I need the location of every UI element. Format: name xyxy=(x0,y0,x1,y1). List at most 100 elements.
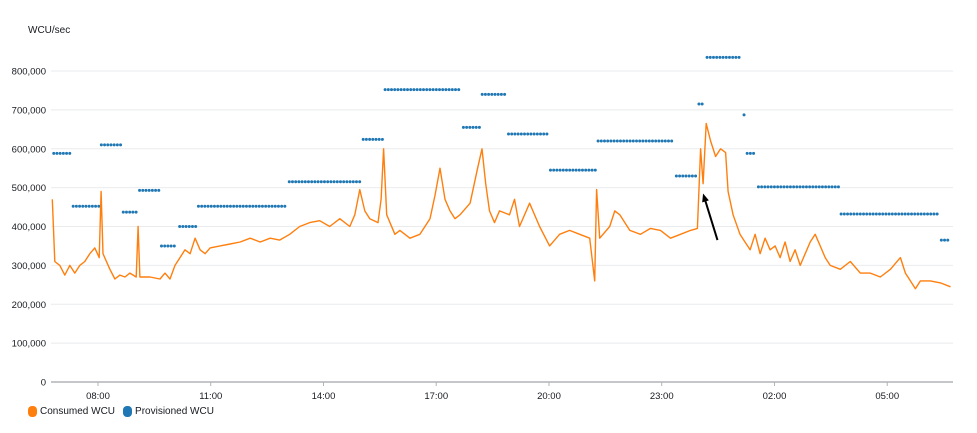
legend-label-provisioned: Provisioned WCU xyxy=(135,406,214,417)
provisioned-point xyxy=(52,151,56,155)
x-tick-label: 20:00 xyxy=(537,391,561,402)
provisioned-point xyxy=(425,88,429,92)
provisioned-point xyxy=(235,204,239,208)
arrow-head-icon xyxy=(702,193,709,203)
provisioned-point xyxy=(922,212,926,216)
provisioned-point xyxy=(206,204,210,208)
provisioned-point xyxy=(109,143,113,147)
provisioned-point xyxy=(564,168,568,172)
provisioned-point xyxy=(68,151,72,155)
provisioned-point xyxy=(926,212,930,216)
provisioned-point xyxy=(824,185,828,189)
x-tick-label: 17:00 xyxy=(424,391,448,402)
provisioned-point xyxy=(99,143,103,147)
provisioned-point xyxy=(615,139,619,143)
provisioned-point xyxy=(238,204,242,208)
provisioned-point xyxy=(711,55,715,59)
provisioned-point xyxy=(545,132,549,136)
provisioned-point xyxy=(734,55,738,59)
provisioned-point xyxy=(94,204,98,208)
provisioned-point xyxy=(499,92,503,96)
provisioned-point xyxy=(131,210,135,214)
provisioned-point xyxy=(368,137,372,141)
provisioned-point xyxy=(354,180,358,184)
legend-item-provisioned[interactable]: Provisioned WCU xyxy=(123,406,214,417)
provisioned-point xyxy=(225,204,229,208)
provisioned-point xyxy=(503,92,507,96)
legend-item-consumed[interactable]: Consumed WCU xyxy=(28,406,115,417)
provisioned-point xyxy=(194,225,198,228)
provisioned-point xyxy=(471,125,475,129)
provisioned-point xyxy=(61,151,65,155)
provisioned-point xyxy=(90,204,94,208)
provisioned-point xyxy=(519,132,523,136)
provisioned-point xyxy=(715,55,719,59)
provisioned-point xyxy=(871,212,875,216)
provisioned-point xyxy=(351,180,355,184)
provisioned-point xyxy=(184,225,188,228)
consumed-series xyxy=(51,122,951,290)
provisioned-point xyxy=(539,132,543,136)
provisioned-point xyxy=(97,204,101,208)
provisioned-point xyxy=(431,88,435,92)
provisioned-point xyxy=(106,143,110,147)
provisioned-point xyxy=(248,204,252,208)
provisioned-point xyxy=(166,244,170,248)
provisioned-point xyxy=(737,55,741,59)
provisioned-point xyxy=(641,139,645,143)
provisioned-point xyxy=(862,212,866,216)
provisioned-point xyxy=(827,185,831,189)
provisioned-point xyxy=(412,88,416,92)
provisioned-point xyxy=(294,180,298,184)
provisioned-point xyxy=(752,151,756,155)
provisioned-point xyxy=(830,185,834,189)
provisioned-point xyxy=(219,204,223,208)
provisioned-point xyxy=(244,204,248,208)
provisioned-point xyxy=(798,185,802,189)
provisioned-point xyxy=(290,180,294,184)
provisioned-point xyxy=(855,212,859,216)
provisioned-point xyxy=(839,212,843,216)
provisioned-point xyxy=(785,185,789,189)
provisioned-point xyxy=(84,204,88,208)
y-tick-label: 500,000 xyxy=(12,183,46,194)
provisioned-point xyxy=(644,139,648,143)
provisioned-point xyxy=(878,212,882,216)
x-tick-label: 23:00 xyxy=(650,391,674,402)
provisioned-point xyxy=(846,212,850,216)
provisioned-point xyxy=(119,143,123,147)
provisioned-point xyxy=(348,180,352,184)
provisioned-point xyxy=(763,185,767,189)
provisioned-point xyxy=(932,212,936,216)
provisioned-point xyxy=(548,168,552,172)
provisioned-point xyxy=(154,188,158,192)
provisioned-point xyxy=(345,180,349,184)
provisioned-point xyxy=(760,185,764,189)
provisioned-point xyxy=(461,125,465,129)
provisioned-point xyxy=(465,125,469,129)
provisioned-point xyxy=(418,88,422,92)
provisioned-point xyxy=(697,102,701,106)
provisioned-point xyxy=(580,168,584,172)
provisioned-point xyxy=(638,139,642,143)
provisioned-point xyxy=(306,180,310,184)
provisioned-point xyxy=(313,180,317,184)
provisioned-point xyxy=(593,168,597,172)
provisioned-point xyxy=(447,88,451,92)
provisioned-point xyxy=(332,180,336,184)
provisioned-point xyxy=(731,55,735,59)
provisioned-point xyxy=(946,238,950,242)
provisioned-point xyxy=(542,132,546,136)
provisioned-point xyxy=(270,204,274,208)
provisioned-point xyxy=(510,132,514,136)
y-tick-label: 0 xyxy=(41,378,46,389)
provisioned-point xyxy=(65,151,69,155)
provisioned-point xyxy=(903,212,907,216)
provisioned-point xyxy=(650,139,654,143)
provisioned-point xyxy=(687,174,691,178)
provisioned-point xyxy=(634,139,638,143)
provisioned-point xyxy=(169,244,173,248)
y-axis-label: WCU/sec xyxy=(28,25,70,36)
provisioned-point xyxy=(552,168,556,172)
